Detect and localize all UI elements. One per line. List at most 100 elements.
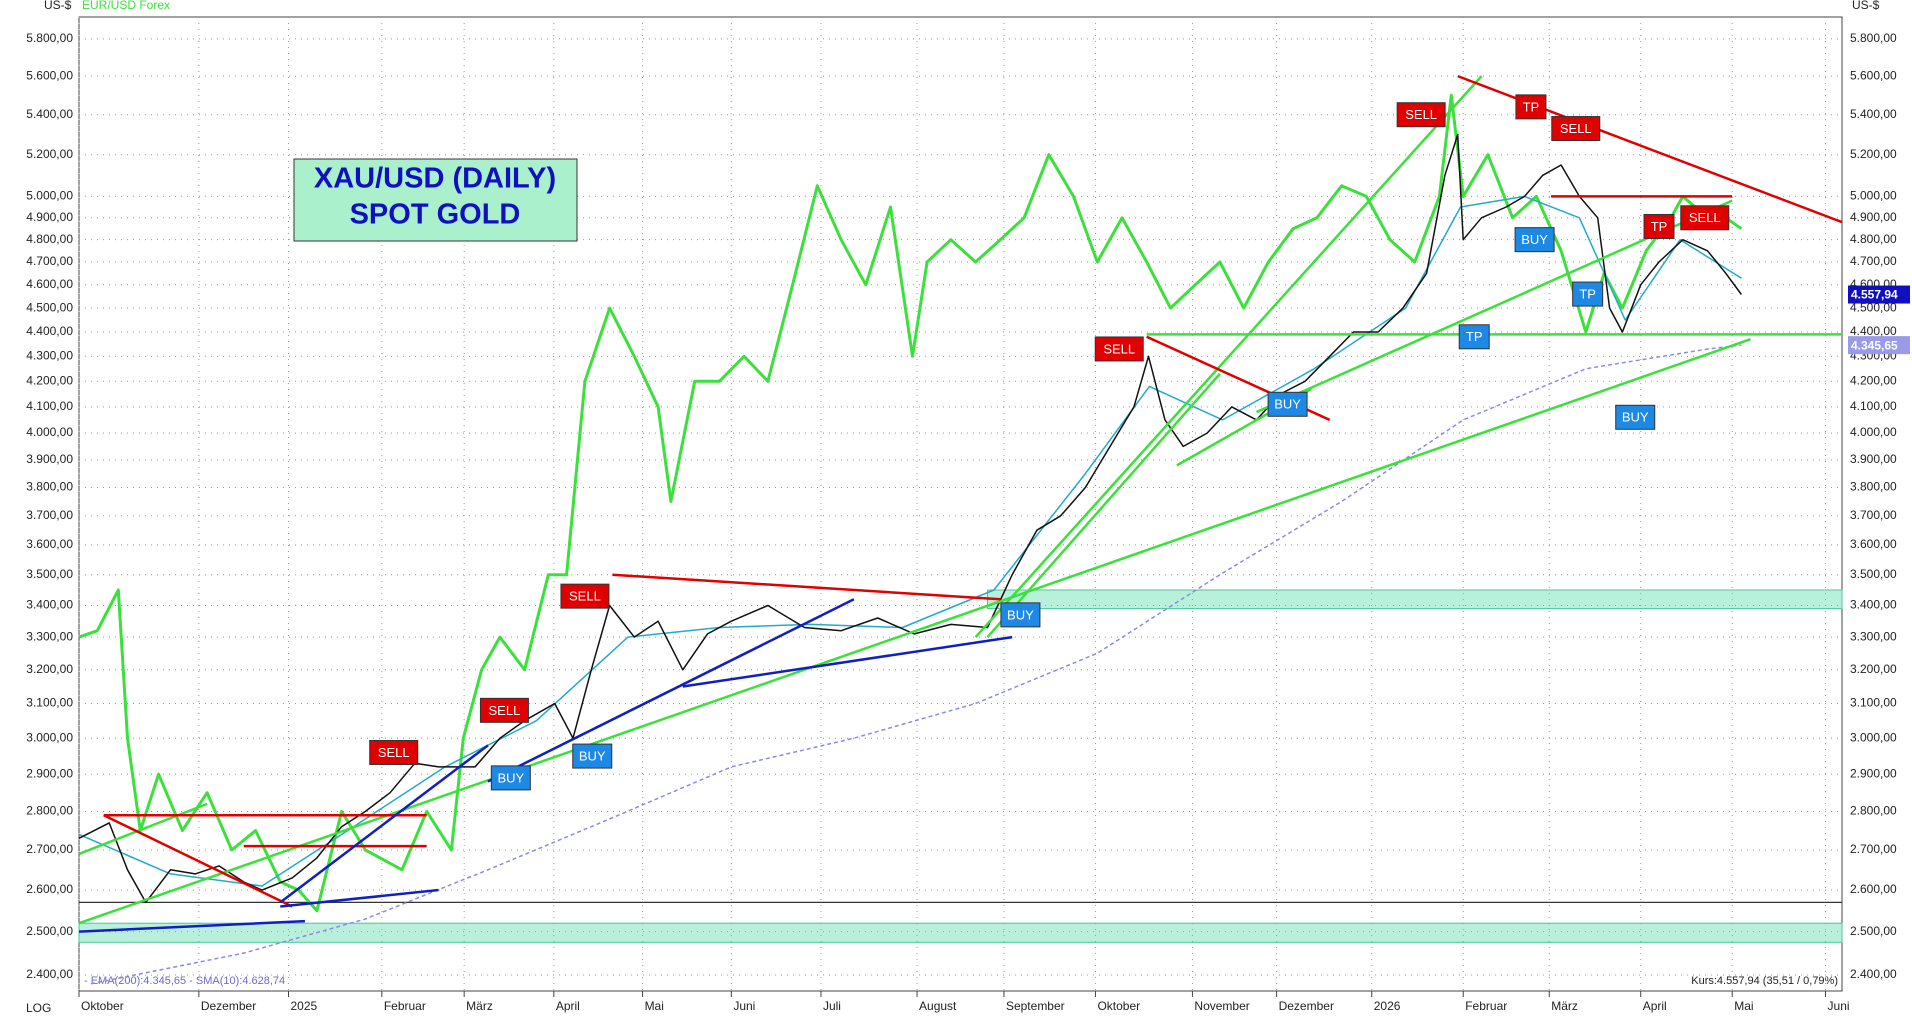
x-tick-label: April bbox=[556, 999, 580, 1013]
y-tick-label: 5.400,00 bbox=[26, 107, 73, 121]
y-tick-label: 3.000,00 bbox=[26, 730, 73, 744]
x-tick-label: Juli bbox=[823, 999, 841, 1013]
signal-box bbox=[1514, 227, 1555, 253]
y-tick-label: 2.600,00 bbox=[26, 882, 73, 896]
series-line bbox=[78, 93, 1743, 913]
signal-box bbox=[1000, 602, 1041, 628]
y-tick-label-right: 3.200,00 bbox=[1850, 662, 1897, 676]
trendline bbox=[1457, 74, 1843, 224]
scale-label: LOG bbox=[26, 1001, 51, 1015]
x-tick-label: März bbox=[1551, 999, 1578, 1013]
y-tick-label: 3.300,00 bbox=[26, 629, 73, 643]
x-tick-label: April bbox=[1643, 999, 1667, 1013]
y-tick-label-right: 2.900,00 bbox=[1850, 766, 1897, 780]
y-tick-label: 3.600,00 bbox=[26, 537, 73, 551]
price-tag bbox=[1848, 336, 1910, 355]
trendline bbox=[78, 338, 1751, 925]
y-tick-label: 4.700,00 bbox=[26, 254, 73, 268]
signal-box bbox=[479, 697, 529, 723]
trendline bbox=[487, 598, 855, 783]
x-tick-label: März bbox=[466, 999, 493, 1013]
y-tick-label-right: 4.800,00 bbox=[1850, 232, 1897, 246]
trendline bbox=[986, 372, 1221, 638]
signal-label: SELL bbox=[569, 589, 601, 604]
x-tick-label: Oktober bbox=[81, 999, 124, 1013]
y-tick-label-right: 3.000,00 bbox=[1850, 730, 1897, 744]
y-unit-right: US-$ bbox=[1852, 0, 1880, 12]
y-tick-label-right: 2.500,00 bbox=[1850, 924, 1897, 938]
signal-box bbox=[1458, 324, 1490, 350]
x-tick-label: Juni bbox=[1828, 999, 1850, 1013]
y-tick-label-right: 4.200,00 bbox=[1850, 373, 1897, 387]
x-tick-label: Oktober bbox=[1097, 999, 1140, 1013]
zone bbox=[78, 922, 1843, 943]
x-tick-label: 2025 bbox=[291, 999, 318, 1013]
y-tick-label: 4.500,00 bbox=[26, 300, 73, 314]
y-tick-label: 4.400,00 bbox=[26, 324, 73, 338]
trendline bbox=[103, 814, 293, 908]
y-tick-label-right: 2.800,00 bbox=[1850, 804, 1897, 818]
x-tick-label: Juni bbox=[733, 999, 755, 1013]
signal-label: TP bbox=[1523, 99, 1540, 114]
y-tick-label: 5.600,00 bbox=[26, 68, 73, 82]
trendline bbox=[78, 802, 208, 856]
signal-box bbox=[1515, 94, 1547, 120]
signal-label: SELL bbox=[489, 703, 521, 718]
y-tick-label: 3.200,00 bbox=[26, 662, 73, 676]
signal-box bbox=[1094, 336, 1144, 362]
y-tick-label-right: 4.900,00 bbox=[1850, 210, 1897, 224]
x-tick-label: August bbox=[919, 999, 957, 1013]
signal-label: TP bbox=[1579, 287, 1596, 302]
trendline bbox=[279, 744, 489, 904]
y-tick-label: 2.800,00 bbox=[26, 804, 73, 818]
y-tick-label-right: 2.600,00 bbox=[1850, 882, 1897, 896]
signal-label: BUY bbox=[1622, 410, 1649, 425]
y-tick-label-right: 4.100,00 bbox=[1850, 399, 1897, 413]
y-tick-label-right: 3.900,00 bbox=[1850, 452, 1897, 466]
signal-box bbox=[490, 765, 531, 791]
y-tick-label: 5.200,00 bbox=[26, 147, 73, 161]
y-tick-label: 4.200,00 bbox=[26, 373, 73, 387]
y-tick-label: 4.600,00 bbox=[26, 277, 73, 291]
y-tick-label: 4.800,00 bbox=[26, 232, 73, 246]
price-tag-label: 4.557,94 bbox=[1851, 288, 1898, 302]
y-tick-label: 4.000,00 bbox=[26, 425, 73, 439]
x-tick-label: November bbox=[1194, 999, 1249, 1013]
y-tick-label-right: 2.400,00 bbox=[1850, 967, 1897, 981]
y-tick-label-right: 3.700,00 bbox=[1850, 508, 1897, 522]
signal-label: SELL bbox=[378, 745, 410, 760]
trendline bbox=[612, 573, 1001, 601]
title-box bbox=[293, 158, 578, 242]
signal-box bbox=[1572, 281, 1604, 307]
x-tick-label: September bbox=[1006, 999, 1065, 1013]
signal-box bbox=[369, 739, 419, 765]
y-tick-label-right: 3.500,00 bbox=[1850, 567, 1897, 581]
zone bbox=[986, 589, 1843, 610]
y-tick-label-right: 5.000,00 bbox=[1850, 189, 1897, 203]
series-label: EUR/USD Forex bbox=[82, 0, 170, 12]
y-tick-label: 2.900,00 bbox=[26, 766, 73, 780]
chart-title: XAU/USD (DAILY) bbox=[314, 163, 556, 195]
signal-box bbox=[1643, 213, 1675, 239]
y-tick-label-right: 5.600,00 bbox=[1850, 68, 1897, 82]
signal-box bbox=[1680, 205, 1730, 231]
y-tick-label-right: 5.400,00 bbox=[1850, 107, 1897, 121]
y-tick-label: 4.900,00 bbox=[26, 210, 73, 224]
series-line bbox=[78, 133, 1743, 904]
x-tick-label: Februar bbox=[1465, 999, 1507, 1013]
signal-box bbox=[1267, 391, 1308, 417]
y-tick-label-right: 5.800,00 bbox=[1850, 31, 1897, 45]
x-tick-label: 2026 bbox=[1374, 999, 1401, 1013]
y-tick-label: 3.900,00 bbox=[26, 452, 73, 466]
y-tick-label-right: 3.300,00 bbox=[1850, 629, 1897, 643]
trendline bbox=[280, 888, 439, 908]
y-tick-label-right: 4.500,00 bbox=[1850, 300, 1897, 314]
price-tag-label: 4.345,65 bbox=[1851, 338, 1898, 352]
signal-label: TP bbox=[1466, 329, 1483, 344]
signal-label: BUY bbox=[1274, 397, 1301, 412]
signal-label: SELL bbox=[1405, 107, 1437, 122]
y-tick-label: 3.400,00 bbox=[26, 598, 73, 612]
signal-box bbox=[572, 743, 613, 769]
signal-label: BUY bbox=[497, 770, 524, 785]
